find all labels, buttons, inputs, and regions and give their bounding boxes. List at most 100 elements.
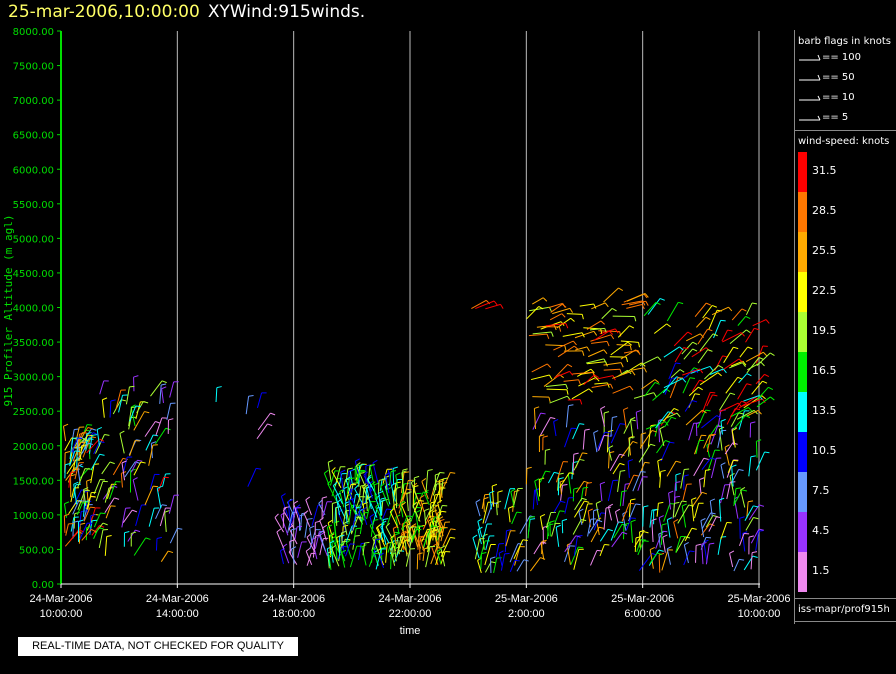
wind-barb xyxy=(697,349,709,364)
wind-barb-flag xyxy=(276,528,282,533)
wind-barb xyxy=(365,498,368,512)
wind-barb xyxy=(745,351,764,362)
wind-barb xyxy=(361,488,365,506)
wind-barb xyxy=(118,395,124,413)
wind-barb-flag xyxy=(584,500,590,503)
speed-swatch xyxy=(798,552,807,592)
wind-barb xyxy=(733,559,740,572)
wind-barb-flag xyxy=(400,500,406,504)
wind-barb xyxy=(529,306,550,312)
wind-barb-flag xyxy=(658,515,664,519)
wind-barb-flag xyxy=(280,511,286,516)
wind-barb xyxy=(95,434,105,454)
wind-barb xyxy=(155,427,167,445)
wind-barb-flag xyxy=(603,358,607,364)
wind-barb-flag xyxy=(280,547,286,552)
wind-barb xyxy=(683,550,690,566)
wind-barb-flag xyxy=(634,316,637,322)
speed-legend-title: wind-speed: knots xyxy=(798,136,890,147)
wind-barb-flag xyxy=(710,391,716,394)
wind-barb-flag xyxy=(640,471,646,473)
wind-barb-flag xyxy=(345,539,351,544)
title-timestamp: 25-mar-2006,10:00:00 xyxy=(8,2,200,22)
wind-barb-flag xyxy=(658,549,664,552)
wind-barb-flag xyxy=(281,493,286,497)
wind-barb xyxy=(691,379,700,392)
wind-barb xyxy=(674,347,685,363)
speed-label: 4.5 xyxy=(812,524,830,537)
wind-barb xyxy=(130,459,138,473)
wind-barb-flag xyxy=(372,459,378,464)
wind-barb xyxy=(345,542,352,560)
wind-barb-flag xyxy=(78,499,84,502)
wind-barb-flag xyxy=(604,431,610,434)
wind-barb xyxy=(638,553,653,571)
wind-barb xyxy=(327,483,338,503)
wind-barb xyxy=(733,488,737,504)
wind-barb-flag xyxy=(355,464,361,467)
wind-barb-flag xyxy=(600,406,606,410)
wind-barb xyxy=(666,519,671,538)
wind-barb-flag xyxy=(354,535,360,537)
wind-barb-flag xyxy=(428,509,434,514)
wind-barb xyxy=(730,412,740,427)
wind-barb-flag xyxy=(579,423,585,425)
wind-barb xyxy=(341,479,347,493)
wind-barb-flag xyxy=(636,409,642,413)
wind-barb xyxy=(99,380,105,395)
wind-barb-flag xyxy=(132,509,138,513)
wind-barb xyxy=(591,302,606,310)
wind-barb-flag xyxy=(629,345,632,351)
wind-barb-flag xyxy=(614,328,619,334)
wind-barb xyxy=(511,511,518,525)
wind-barb-flag xyxy=(367,474,372,479)
wind-barb-flag xyxy=(644,293,649,298)
wind-barb xyxy=(379,479,383,492)
wind-barb-flag xyxy=(383,518,389,520)
wind-barb xyxy=(673,482,677,502)
x-tick-date: 24-Mar-2006 xyxy=(379,593,442,605)
wind-barb xyxy=(729,329,747,345)
wind-barb-flag xyxy=(516,511,522,514)
wind-barb xyxy=(683,348,693,360)
wind-barb xyxy=(545,383,566,387)
wind-barb xyxy=(570,546,579,565)
wind-barb-flag xyxy=(694,393,700,395)
wind-barb xyxy=(694,503,700,519)
wind-barb xyxy=(695,440,700,454)
wind-barb-flag xyxy=(592,372,596,378)
wind-barb-flag xyxy=(581,332,585,338)
wind-barb xyxy=(702,305,713,319)
wind-barb-flag xyxy=(629,502,635,505)
speed-swatch xyxy=(798,312,807,352)
wind-barb-flag xyxy=(339,534,345,537)
wind-barb-flag xyxy=(692,399,698,403)
wind-barb-flag xyxy=(644,461,650,464)
wind-barb-flag xyxy=(593,303,597,309)
wind-barb xyxy=(682,484,688,501)
wind-barb-flag xyxy=(561,303,567,308)
wind-barb-flag xyxy=(362,506,367,511)
wind-barb-flag xyxy=(412,502,418,507)
wind-barb-flag xyxy=(675,495,681,498)
wind-barb xyxy=(701,392,711,413)
wind-barb-flag xyxy=(401,501,406,506)
wind-barb xyxy=(745,517,754,531)
wind-barb xyxy=(432,494,436,511)
wind-barb-flag xyxy=(612,416,618,418)
wind-barb xyxy=(79,467,89,479)
wind-barb xyxy=(395,488,398,509)
wind-barb-flag xyxy=(541,539,547,542)
wind-barb xyxy=(345,484,352,502)
wind-barb xyxy=(485,303,501,310)
wind-barb xyxy=(574,498,583,511)
wind-barb xyxy=(331,548,340,567)
wind-barb-flag xyxy=(73,481,79,485)
wind-barb xyxy=(539,516,544,530)
wind-barb xyxy=(120,473,123,488)
wind-barb-flag xyxy=(689,550,695,553)
wind-barb-flag xyxy=(91,434,98,436)
wind-barb xyxy=(641,379,656,390)
wind-barb xyxy=(747,361,762,371)
wind-barb-flag xyxy=(651,429,657,433)
